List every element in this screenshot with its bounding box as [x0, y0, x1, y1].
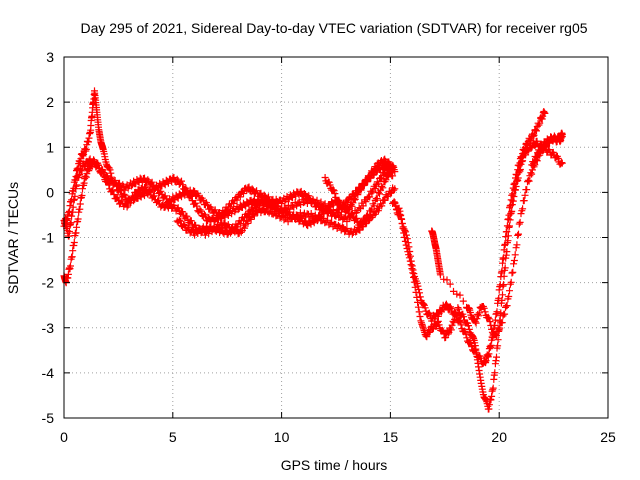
data-points	[60, 87, 566, 413]
x-tick-label: 0	[60, 429, 68, 445]
marker-path-track-h	[321, 132, 566, 216]
x-tick-label: 15	[383, 429, 399, 445]
y-tick-label: -1	[42, 230, 55, 246]
y-tick-label: 0	[46, 184, 54, 200]
y-tick-label: 1	[46, 139, 54, 155]
y-tick-label: 3	[46, 49, 54, 65]
x-axis-label: GPS time / hours	[281, 457, 388, 473]
grid	[64, 57, 608, 418]
x-tick-label: 5	[169, 429, 177, 445]
series-track-h	[321, 132, 566, 216]
x-tick-label: 10	[274, 429, 290, 445]
y-tick-label: -4	[42, 365, 55, 381]
y-tick-label: 2	[46, 94, 54, 110]
x-tick-label: 25	[600, 429, 616, 445]
y-tick-label: -5	[42, 410, 55, 426]
chart-title: Day 295 of 2021, Sidereal Day-to-day VTE…	[80, 20, 587, 36]
series-track-f	[391, 137, 566, 413]
x-tick-label: 20	[491, 429, 507, 445]
plot-border	[63, 56, 609, 419]
marker-path-track-f	[391, 137, 566, 413]
y-axis-label: SDTVAR / TECUs	[5, 182, 21, 294]
plot-frame	[63, 56, 609, 419]
y-tick-label: -2	[42, 275, 55, 291]
y-tick-label: -3	[42, 320, 55, 336]
